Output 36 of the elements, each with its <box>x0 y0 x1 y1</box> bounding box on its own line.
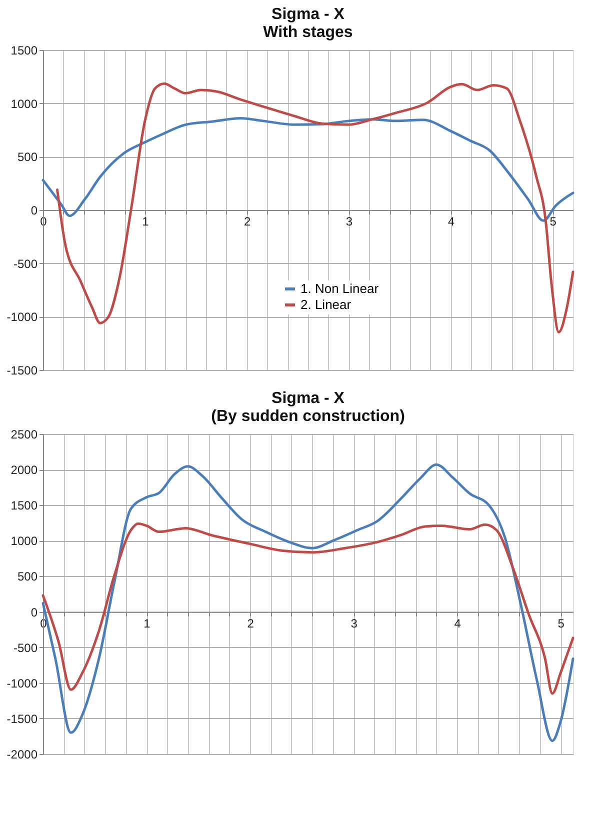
legend-label: 2. Linear <box>300 296 352 312</box>
x-tick-label: 1 <box>142 214 150 228</box>
y-tick-label: 1500 <box>10 498 38 513</box>
y-tick-label: 1000 <box>10 96 38 111</box>
x-tick-label: 2 <box>247 616 254 630</box>
x-tick-label: 3 <box>350 616 358 630</box>
x-tick-label: 1 <box>144 616 151 630</box>
y-tick-label: 500 <box>17 150 38 164</box>
y-tick-label: 1000 <box>10 534 38 548</box>
y-tick-label: 1500 <box>10 44 38 58</box>
text: With stages <box>263 24 353 41</box>
y-tick-label: -1500 <box>6 364 38 378</box>
y-tick-label: 2500 <box>10 428 38 442</box>
text: (By sudden construction) <box>211 408 405 425</box>
x-tick-label: 4 <box>448 214 455 228</box>
x-tick-label: 5 <box>558 616 565 630</box>
y-tick-label: 2000 <box>10 463 38 478</box>
x-tick-label: 5 <box>550 214 557 228</box>
y-tick-label: -1000 <box>6 676 38 690</box>
x-tick-label: 2 <box>244 214 251 228</box>
y-tick-label: 0 <box>30 605 38 620</box>
text: Sigma - X <box>272 6 344 23</box>
line-series <box>42 522 574 695</box>
y-tick-label: -1000 <box>6 310 38 324</box>
y-tick-label: -500 <box>13 256 38 271</box>
line-series <box>42 463 574 742</box>
x-tick-label: 4 <box>454 616 462 630</box>
y-tick-label: -1500 <box>6 712 38 726</box>
y-tick-label: 500 <box>17 570 38 584</box>
y-tick-label: -2000 <box>6 748 38 762</box>
text: Sigma - X <box>272 390 344 407</box>
y-tick-label: 0 <box>30 204 38 218</box>
x-tick-label: 3 <box>346 214 353 228</box>
legend-label: 1. Non Linear <box>300 280 380 296</box>
line-series <box>56 82 574 334</box>
y-tick-label: -500 <box>13 640 38 655</box>
